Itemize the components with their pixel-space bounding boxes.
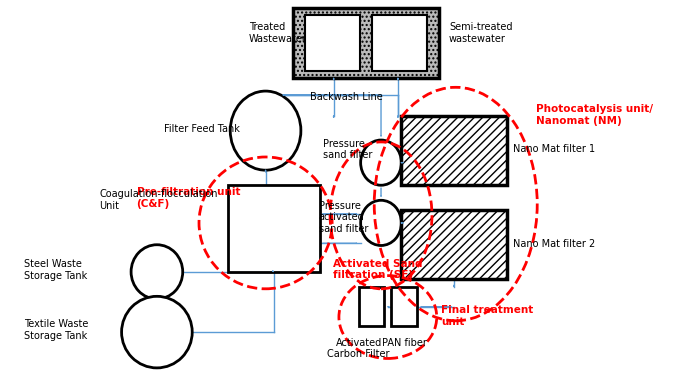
Bar — [391, 287, 417, 327]
Text: Backwash Line: Backwash Line — [310, 92, 382, 102]
Text: Textile Waste
Storage Tank: Textile Waste Storage Tank — [25, 319, 89, 341]
Text: Nano Mat filter 2: Nano Mat filter 2 — [514, 239, 596, 249]
Bar — [305, 15, 360, 71]
Text: Pressure
activated
sand filter: Pressure activated sand filter — [319, 201, 368, 234]
Text: Pre-filtration unit
(C&F): Pre-filtration unit (C&F) — [136, 187, 240, 209]
Text: Activated Sand
filtration (SF): Activated Sand filtration (SF) — [334, 259, 423, 280]
Text: Pressure
sand filter: Pressure sand filter — [323, 139, 373, 160]
Bar — [401, 210, 507, 279]
Text: Photocatalysis unit/
Nanomat (NM): Photocatalysis unit/ Nanomat (NM) — [536, 104, 653, 126]
Bar — [372, 15, 427, 71]
Bar — [228, 185, 320, 272]
Text: Nano Mat filter 1: Nano Mat filter 1 — [514, 144, 595, 155]
Bar — [359, 287, 384, 327]
Bar — [292, 8, 439, 78]
Ellipse shape — [131, 245, 183, 299]
Text: Coagulation-flocculation
Unit: Coagulation-flocculation Unit — [99, 189, 218, 211]
Text: Final treatment
unit: Final treatment unit — [440, 305, 533, 327]
Text: Activated
Carbon Filter: Activated Carbon Filter — [327, 338, 390, 359]
Text: Treated
Wastewater: Treated Wastewater — [249, 22, 306, 43]
Text: Semi-treated
wastewater: Semi-treated wastewater — [449, 22, 512, 43]
Text: Filter Feed Tank: Filter Feed Tank — [164, 124, 240, 134]
Ellipse shape — [360, 140, 401, 185]
Ellipse shape — [121, 296, 192, 368]
Text: PAN fiber: PAN fiber — [382, 338, 427, 348]
Ellipse shape — [230, 91, 301, 170]
Bar — [401, 116, 507, 185]
Ellipse shape — [360, 200, 401, 245]
Text: Steel Waste
Storage Tank: Steel Waste Storage Tank — [25, 259, 88, 281]
